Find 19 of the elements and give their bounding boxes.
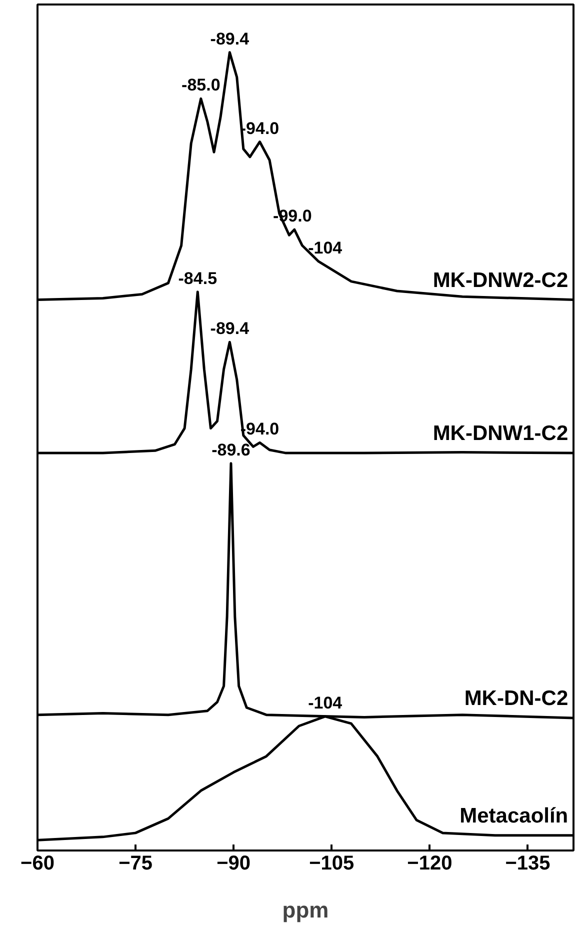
annotation: -89.4 xyxy=(210,319,250,338)
x-axis-title: ppm xyxy=(282,898,329,922)
annotation: -84.5 xyxy=(178,268,218,288)
annotation: -89.6 xyxy=(212,440,250,460)
series-label: MK-DNW1-C2 xyxy=(432,422,568,446)
x-tick-label: −120 xyxy=(407,852,452,874)
x-tick-label: −90 xyxy=(216,852,251,874)
x-tick-label: −105 xyxy=(309,852,354,874)
series-label: Metacaolín xyxy=(460,804,568,828)
series-label: MK-DNW2-C2 xyxy=(432,268,568,292)
x-tick-label: −75 xyxy=(118,852,153,874)
x-tick-label: −135 xyxy=(505,852,550,874)
annotation: -94.0 xyxy=(240,118,280,138)
annotation: -85.0 xyxy=(182,76,220,95)
annotation: -89.4 xyxy=(210,29,250,48)
series-label: MK-DN-C2 xyxy=(464,687,568,710)
x-tick-label: −60 xyxy=(20,852,54,874)
annotation: -104 xyxy=(308,693,343,712)
annotation: -104 xyxy=(308,238,343,258)
